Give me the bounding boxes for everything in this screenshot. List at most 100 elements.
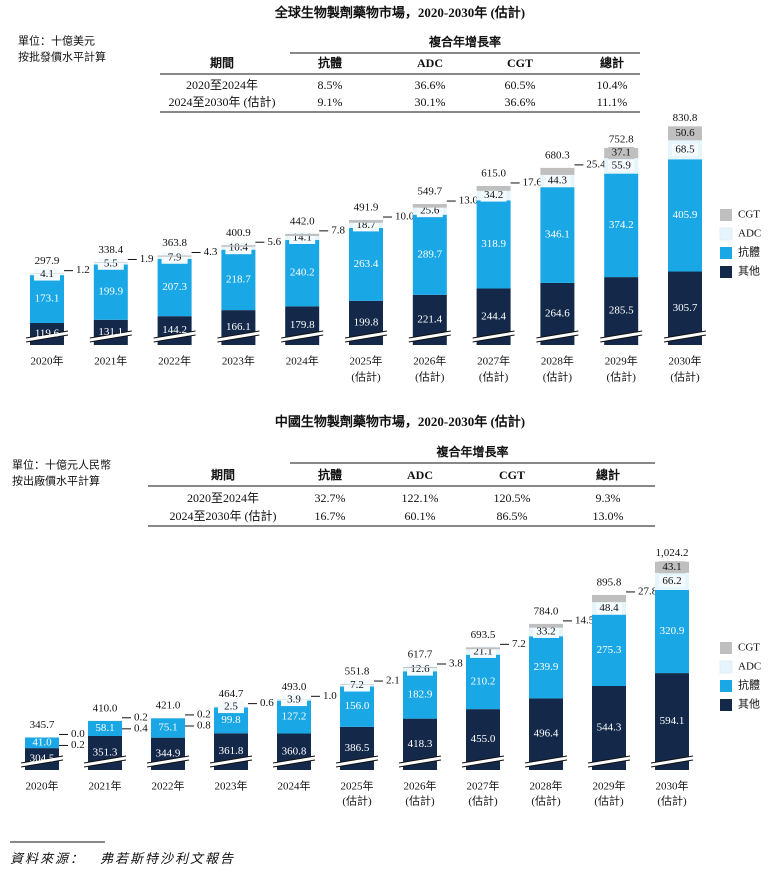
value-label: 0.0 (71, 728, 85, 740)
value-label: 33.2 (536, 625, 555, 637)
x-tick-label: 2021年 (94, 354, 127, 368)
value-label: 7.9 (168, 251, 182, 263)
value-label: 221.4 (417, 313, 442, 325)
value-label: 5.6 (267, 236, 281, 248)
legend-swatch (720, 266, 732, 278)
value-label: 27.8 (638, 585, 658, 597)
chart-title: 中國生物製劑藥物市場，2020-2030年 (估計) (275, 414, 525, 429)
label-box (34, 268, 60, 281)
value-label: 594.1 (660, 715, 685, 727)
x-tick-label: 2022年 (158, 354, 191, 368)
x-tick-label: 2026年 (413, 354, 446, 368)
legend-label: CGT (738, 642, 760, 654)
value-label: 58.1 (95, 722, 114, 734)
total-label: 752.8 (609, 133, 634, 145)
axis-break (461, 759, 505, 768)
bar-segment (592, 594, 626, 603)
axis-break (146, 756, 190, 767)
legend-swatch (719, 660, 733, 674)
label-box (281, 694, 307, 707)
total-label: 297.9 (35, 255, 60, 267)
axis-break (663, 334, 707, 343)
value-label: 264.6 (545, 307, 570, 319)
value-label: 166.1 (226, 321, 251, 333)
axis-break (89, 330, 132, 339)
value-label: 1.0 (323, 690, 337, 702)
table-cell: 36.6% (505, 95, 536, 109)
value-label: 14.1 (293, 231, 312, 243)
value-label: 305.7 (673, 302, 698, 314)
value-label: 199.9 (98, 286, 123, 298)
axis-break (146, 755, 190, 764)
axis-break (650, 755, 694, 764)
value-label: 5.5 (104, 257, 118, 269)
bar-segment (412, 204, 447, 208)
bar-segment (349, 227, 383, 301)
value-label: 0.6 (260, 697, 274, 709)
axis-break (536, 330, 579, 339)
table-cell: 32.7% (315, 491, 346, 505)
axis-break (587, 759, 631, 768)
value-label: 3.8 (449, 658, 463, 670)
x-tick-label: (估計) (479, 370, 509, 384)
axis-break (524, 759, 568, 768)
x-tick-label: (估計) (351, 370, 381, 384)
axis-break (344, 334, 388, 343)
axis-break (587, 755, 631, 764)
axis-break (153, 330, 196, 339)
bar-segment (340, 684, 374, 685)
table-group-header: 複合年增長率 (428, 34, 501, 49)
value-label: 10.4 (229, 242, 249, 254)
unit-note: 單位：十億元人民幣 (12, 458, 111, 472)
value-label: 43.1 (662, 561, 681, 573)
x-tick-label: 2024年 (286, 354, 319, 368)
axis-break (461, 756, 505, 767)
table-group-header: 複合年增長率 (435, 444, 508, 459)
legend-label: 其他 (738, 265, 760, 278)
x-tick-label: 2028年 (541, 354, 574, 368)
axis-break (25, 331, 69, 342)
table-cell: 13.0% (593, 509, 624, 523)
axis-break (153, 331, 196, 342)
axis-break (281, 334, 324, 343)
axis-break (344, 330, 388, 339)
bar-segment (151, 718, 185, 738)
source: 資料來源： 弗若斯特沙利文報告 (10, 851, 235, 866)
value-label: 12.6 (410, 663, 430, 675)
axis-break (89, 331, 133, 342)
x-tick-label: 2028年 (530, 779, 563, 793)
x-tick-label: 2025年 (341, 779, 374, 793)
unit-note: 單位：十億美元 (18, 34, 95, 48)
axis-break (536, 331, 579, 342)
value-label: 360.8 (282, 745, 307, 757)
axis-break (472, 331, 515, 342)
total-label: 363.8 (162, 237, 187, 249)
value-label: 386.5 (345, 742, 370, 754)
label-box (672, 143, 698, 156)
value-label: 50.6 (675, 127, 695, 139)
table-header: 總計 (596, 467, 620, 482)
table-cell: 86.5% (497, 509, 528, 523)
legend-label: ADC (738, 661, 761, 673)
table-header: 抗體 (318, 467, 342, 482)
table-header: CGT (499, 468, 525, 482)
label-box (659, 561, 685, 574)
value-label: 0.8 (197, 720, 211, 732)
total-label: 464.7 (219, 688, 244, 700)
value-label: 318.9 (481, 238, 506, 250)
table-header: 抗體 (318, 55, 342, 70)
total-label: 338.4 (98, 244, 123, 256)
legend-label: CGT (738, 209, 760, 221)
axis-break (663, 330, 707, 339)
legend-swatch (720, 247, 732, 259)
bar-segment (592, 614, 626, 686)
value-label: 496.4 (534, 728, 559, 740)
value-label: 244.4 (481, 310, 506, 322)
label-box (659, 575, 685, 588)
x-tick-label: (估計) (594, 794, 624, 808)
legend-swatch (720, 209, 732, 221)
legend-label: 抗體 (738, 678, 760, 692)
value-label: 544.3 (597, 722, 622, 734)
value-label: 37.1 (612, 147, 631, 159)
